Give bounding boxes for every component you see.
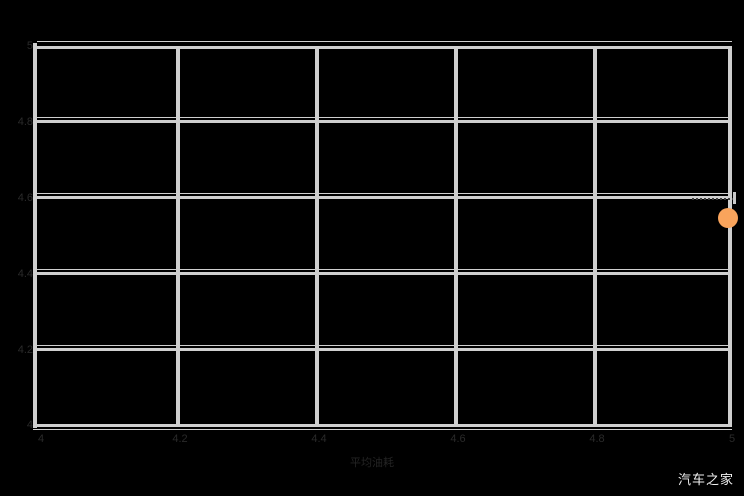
gridline-horizontal-top-thin: [37, 41, 732, 42]
gridline-horizontal-4-6-thin: [37, 193, 732, 194]
y-tick-label-4: 4: [26, 419, 33, 431]
leader-line: [692, 198, 736, 200]
gridline-horizontal-5: [37, 46, 732, 49]
gridline-vertical-4-8: [593, 46, 597, 425]
gridline-horizontal-4-2: [37, 348, 732, 351]
y-tick-label-4-8: 4.8: [17, 116, 33, 128]
watermark: 汽车之家: [677, 472, 734, 487]
y-tick-label-5: 5: [26, 40, 33, 52]
gridline-vertical-5: [728, 46, 732, 425]
plot-area: [37, 41, 738, 425]
y-axis-line: [33, 43, 37, 428]
gridline-vertical-4-2: [176, 46, 180, 425]
x-axis-line: [33, 424, 732, 427]
gridline-horizontal-4-4-thin: [37, 269, 732, 270]
gridline-horizontal-4-8: [37, 120, 732, 123]
x-tick-label-4: 4: [37, 433, 45, 445]
gridline-horizontal-4-8-thin: [37, 117, 732, 118]
y-tick-label-4-2: 4.2: [17, 344, 33, 356]
gridline-horizontal-4-6: [37, 196, 732, 199]
data-point[interactable]: [718, 208, 738, 228]
x-tick-label-4-4: 4.4: [311, 433, 327, 445]
leader-line-cap: [733, 192, 736, 204]
y-tick-label-4-4: 4.4: [17, 268, 33, 280]
x-tick-label-4-8: 4.8: [589, 433, 605, 445]
x-axis-line-thin: [33, 429, 732, 430]
gridline-vertical-4-6: [454, 46, 458, 425]
x-axis-title: 平均油耗: [350, 457, 394, 469]
x-tick-label-4-6: 4.6: [450, 433, 466, 445]
y-tick-labels: 5 4.8 4.6 4.4 4.2 4: [0, 0, 33, 496]
x-tick-label-4-2: 4.2: [172, 433, 188, 445]
gridline-horizontal-4-2-thin: [37, 345, 732, 346]
gridline-vertical-4-4: [315, 46, 319, 425]
gridline-horizontal-4-4: [37, 272, 732, 275]
x-tick-label-5: 5: [728, 433, 736, 445]
y-tick-label-4-6: 4.6: [17, 192, 33, 204]
